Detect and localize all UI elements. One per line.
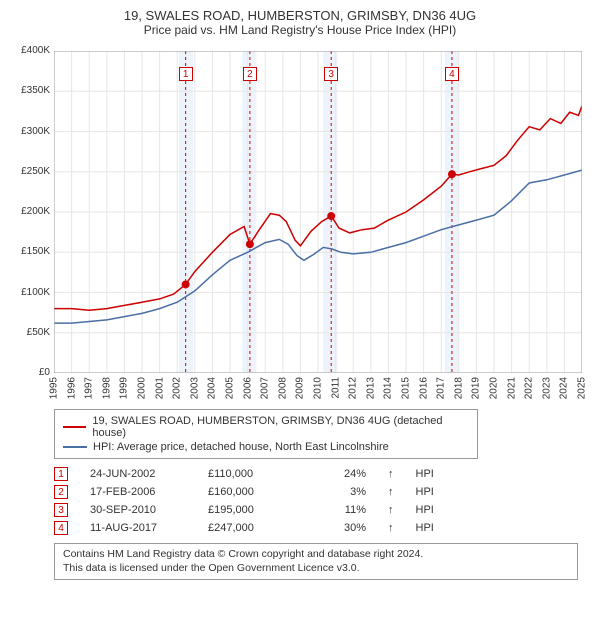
x-tick-label: 2011: [330, 377, 341, 399]
tx-price: £247,000: [208, 522, 284, 534]
swatch-line: [63, 426, 86, 428]
table-row: 3 30-SEP-2010 £195,000 11% ↑ HPI: [54, 501, 478, 519]
x-tick-label: 2006: [242, 377, 253, 399]
x-tick-label: 1995: [49, 377, 60, 399]
y-tick-label: £250K: [10, 166, 50, 177]
tx-marker: 2: [54, 485, 68, 499]
table-row: 2 17-FEB-2006 £160,000 3% ↑ HPI: [54, 483, 478, 501]
tx-diff: 3%: [306, 486, 366, 498]
x-tick-label: 2009: [295, 377, 306, 399]
title-main: 19, SWALES ROAD, HUMBERSTON, GRIMSBY, DN…: [10, 8, 590, 23]
tx-diff: 30%: [306, 522, 366, 534]
x-tick-label: 2008: [277, 377, 288, 399]
legend-label: 19, SWALES ROAD, HUMBERSTON, GRIMSBY, DN…: [92, 415, 469, 439]
y-tick-label: £200K: [10, 206, 50, 217]
y-tick-label: £100K: [10, 287, 50, 298]
x-tick-label: 2020: [489, 377, 500, 399]
legend-item-property: 19, SWALES ROAD, HUMBERSTON, GRIMSBY, DN…: [63, 414, 469, 440]
tx-price: £160,000: [208, 486, 284, 498]
tx-label: HPI: [416, 468, 446, 480]
titles: 19, SWALES ROAD, HUMBERSTON, GRIMSBY, DN…: [10, 8, 590, 37]
arrow-up-icon: ↑: [388, 504, 394, 516]
tx-price: £195,000: [208, 504, 284, 516]
x-tick-label: 2013: [365, 377, 376, 399]
chart-tx-marker: 2: [243, 67, 257, 81]
x-tick-label: 2005: [225, 377, 236, 399]
x-tick-label: 1998: [101, 377, 112, 399]
table-row: 4 11-AUG-2017 £247,000 30% ↑ HPI: [54, 519, 478, 537]
tx-date: 11-AUG-2017: [90, 522, 186, 534]
plot-area: [54, 51, 582, 373]
x-tick-label: 2010: [313, 377, 324, 399]
tx-marker: 1: [54, 467, 68, 481]
x-tick-label: 2014: [383, 377, 394, 399]
y-tick-label: £150K: [10, 246, 50, 257]
x-tick-label: 2019: [471, 377, 482, 399]
tx-diff: 24%: [306, 468, 366, 480]
y-tick-label: £350K: [10, 85, 50, 96]
y-tick-label: £300K: [10, 126, 50, 137]
arrow-up-icon: ↑: [388, 468, 394, 480]
tx-diff: 11%: [306, 504, 366, 516]
tx-price: £110,000: [208, 468, 284, 480]
chart-tx-marker: 1: [179, 67, 193, 81]
legend-item-hpi: HPI: Average price, detached house, Nort…: [63, 440, 469, 454]
x-tick-label: 2000: [137, 377, 148, 399]
x-tick-label: 2024: [559, 377, 570, 399]
x-tick-label: 2025: [577, 377, 588, 399]
x-tick-label: 2015: [401, 377, 412, 399]
tx-date: 17-FEB-2006: [90, 486, 186, 498]
x-tick-label: 2016: [418, 377, 429, 399]
chart-tx-marker: 3: [324, 67, 338, 81]
arrow-up-icon: ↑: [388, 522, 394, 534]
chart-svg: [54, 51, 582, 373]
x-tick-label: 2022: [524, 377, 535, 399]
x-tick-label: 2003: [189, 377, 200, 399]
tx-label: HPI: [416, 504, 446, 516]
transaction-table: 1 24-JUN-2002 £110,000 24% ↑ HPI 2 17-FE…: [54, 465, 478, 537]
tx-label: HPI: [416, 486, 446, 498]
x-tick-label: 1999: [119, 377, 130, 399]
x-tick-label: 2001: [154, 377, 165, 399]
x-tick-label: 2007: [260, 377, 271, 399]
tx-date: 30-SEP-2010: [90, 504, 186, 516]
y-tick-label: £0: [10, 367, 50, 378]
swatch-line: [63, 446, 87, 448]
chart-container: 19, SWALES ROAD, HUMBERSTON, GRIMSBY, DN…: [0, 0, 600, 584]
x-tick-label: 1997: [84, 377, 95, 399]
x-tick-label: 2023: [541, 377, 552, 399]
y-tick-label: £400K: [10, 45, 50, 56]
footnote-line: Contains HM Land Registry data © Crown c…: [63, 548, 569, 562]
footnote-line: This data is licensed under the Open Gov…: [63, 562, 569, 576]
chart: 1995 1996 1997 1998 1999 2000 2001 2002 2003 2004…: [10, 43, 590, 403]
tx-marker: 3: [54, 503, 68, 517]
x-tick-label: 2021: [506, 377, 517, 399]
arrow-up-icon: ↑: [388, 486, 394, 498]
x-tick-label: 2017: [436, 377, 447, 399]
footnote: Contains HM Land Registry data © Crown c…: [54, 543, 578, 580]
x-tick-label: 2002: [172, 377, 183, 399]
x-tick-label: 2004: [207, 377, 218, 399]
tx-date: 24-JUN-2002: [90, 468, 186, 480]
x-tick-label: 1996: [66, 377, 77, 399]
legend: 19, SWALES ROAD, HUMBERSTON, GRIMSBY, DN…: [54, 409, 478, 459]
tx-marker: 4: [54, 521, 68, 535]
title-sub: Price paid vs. HM Land Registry's House …: [10, 23, 590, 37]
legend-label: HPI: Average price, detached house, Nort…: [93, 441, 389, 453]
x-tick-label: 2018: [453, 377, 464, 399]
table-row: 1 24-JUN-2002 £110,000 24% ↑ HPI: [54, 465, 478, 483]
tx-label: HPI: [416, 522, 446, 534]
x-tick-label: 2012: [348, 377, 359, 399]
y-tick-label: £50K: [10, 327, 50, 338]
chart-tx-marker: 4: [445, 67, 459, 81]
